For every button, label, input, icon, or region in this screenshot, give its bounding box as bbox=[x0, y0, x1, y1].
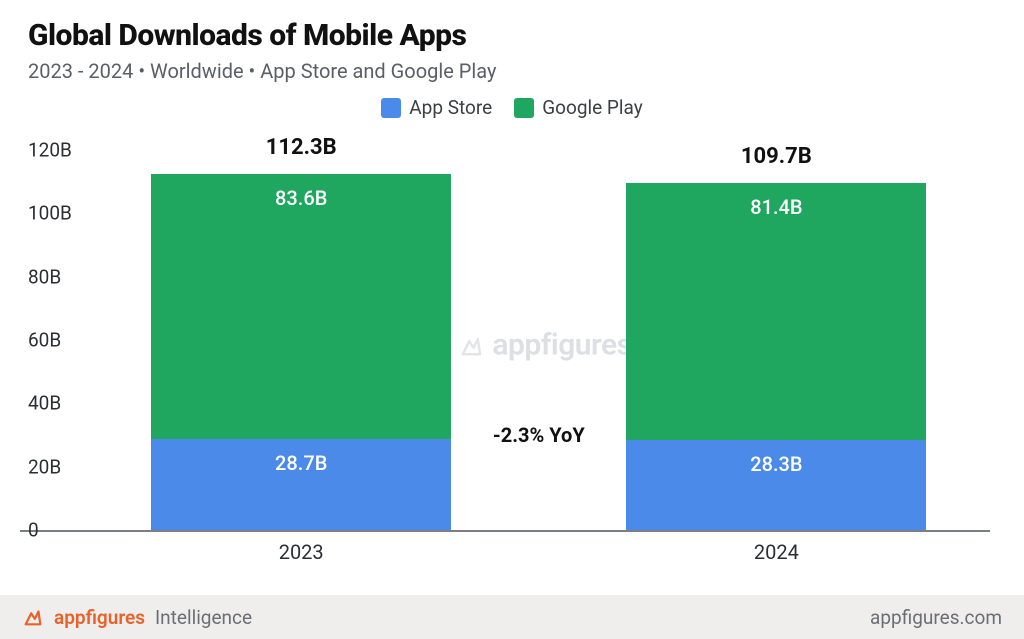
chart-title: Global Downloads of Mobile Apps bbox=[28, 18, 996, 53]
footer-brand: appfigures bbox=[54, 606, 145, 629]
bar-total-label: 112.3B bbox=[151, 135, 451, 160]
bar-segment: 28.7B bbox=[151, 439, 451, 530]
chart-card: { "header": { "title": "Global Downloads… bbox=[0, 0, 1024, 639]
segment-value-label: 83.6B bbox=[151, 186, 451, 210]
bar-group: 28.7B83.6B112.3B bbox=[151, 174, 451, 530]
y-tick-label: 60B bbox=[28, 329, 61, 352]
footer-bar: appfigures Intelligence appfigures.com bbox=[0, 595, 1024, 639]
y-tick-label: 20B bbox=[28, 455, 61, 478]
header: Global Downloads of Mobile Apps 2023 - 2… bbox=[28, 18, 996, 83]
y-tick-label: 40B bbox=[28, 392, 61, 415]
segment-value-label: 81.4B bbox=[626, 195, 926, 219]
legend-item: App Store bbox=[381, 96, 492, 119]
x-tick-label: 2023 bbox=[279, 540, 324, 564]
footer-left: appfigures Intelligence bbox=[22, 606, 252, 629]
appfigures-logo-icon bbox=[22, 606, 44, 628]
bar-group: 28.3B81.4B109.7B bbox=[626, 183, 926, 530]
bar-segment: 81.4B bbox=[626, 183, 926, 441]
legend-swatch bbox=[381, 98, 401, 118]
bar-segment: 28.3B bbox=[626, 440, 926, 530]
bar-total-label: 109.7B bbox=[626, 144, 926, 169]
legend: App Store Google Play bbox=[0, 96, 1024, 119]
segment-value-label: 28.7B bbox=[151, 451, 451, 475]
x-tick-label: 2024 bbox=[754, 540, 799, 564]
footer-link: appfigures.com bbox=[870, 606, 1002, 629]
chart-subtitle: 2023 - 2024 • Worldwide • App Store and … bbox=[28, 59, 996, 83]
bar-segment: 83.6B bbox=[151, 174, 451, 439]
chart-area: 020B40B60B80B100B120B28.7B83.6B112.3B202… bbox=[90, 150, 970, 530]
legend-item: Google Play bbox=[514, 96, 642, 119]
y-tick-label: 120B bbox=[28, 139, 72, 162]
segment-value-label: 28.3B bbox=[626, 452, 926, 476]
legend-swatch bbox=[514, 98, 534, 118]
y-tick-label: 100B bbox=[28, 202, 72, 225]
footer-brand-sub: Intelligence bbox=[155, 606, 252, 629]
x-axis bbox=[20, 530, 990, 532]
legend-label: Google Play bbox=[542, 96, 642, 119]
y-tick-label: 0 bbox=[28, 519, 39, 542]
y-tick-label: 80B bbox=[28, 265, 61, 288]
legend-label: App Store bbox=[409, 96, 492, 119]
yoy-change-label: -2.3% YoY bbox=[493, 423, 585, 447]
